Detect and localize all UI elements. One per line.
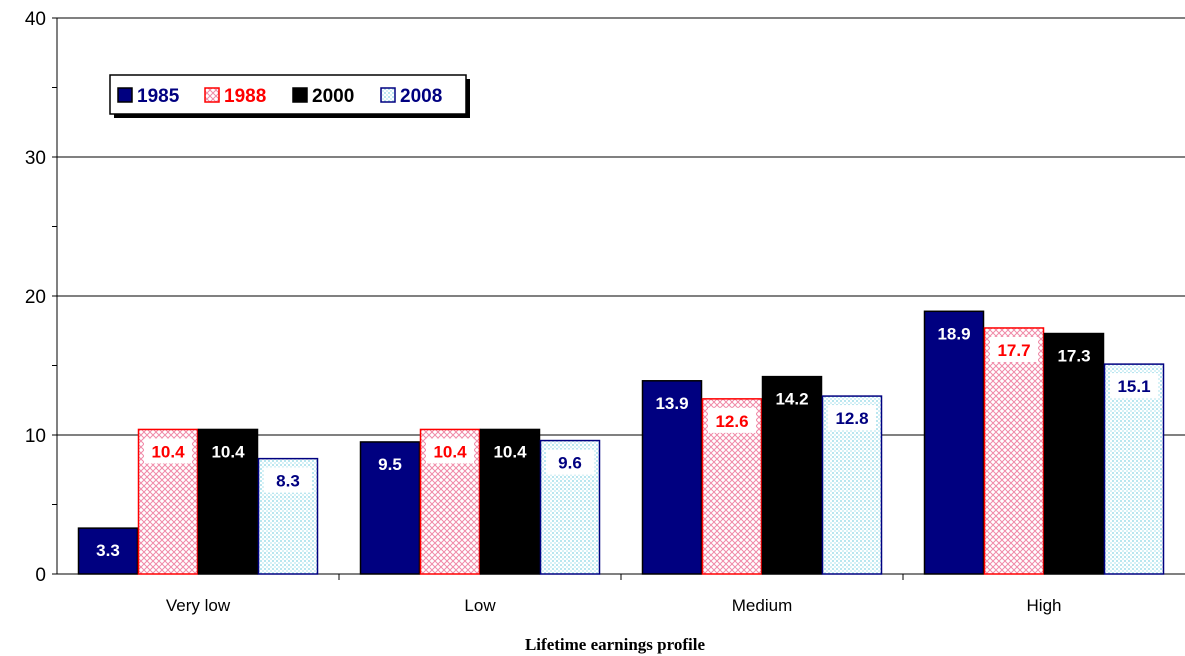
data-label: 8.3 [276, 472, 300, 491]
data-label-bg [144, 438, 192, 464]
y-tick-label: 0 [35, 565, 46, 586]
data-label: 10.4 [433, 442, 467, 461]
bar-2000-very-low [197, 428, 259, 575]
legend-label-1988: 1988 [224, 86, 266, 107]
bar-1985-medium [641, 380, 703, 575]
data-labels: 3.3 10.4 10.4 8.3 9.5 10.4 10.4 9.6 13.9 12.6 14.2… [96, 324, 1158, 560]
bar-1985-high [923, 310, 985, 575]
data-label-bg [1110, 373, 1158, 399]
data-label-bg [708, 407, 756, 433]
data-label: 12.8 [835, 409, 868, 428]
data-label: 17.7 [997, 341, 1030, 360]
legend: 1985 1988 2000 2008 [109, 74, 470, 118]
legend-label-2008: 2008 [400, 86, 442, 107]
x-tick-label: High [1027, 596, 1062, 615]
data-label: 14.2 [775, 390, 808, 409]
data-label-bg [546, 449, 594, 475]
data-label: 10.4 [493, 442, 527, 461]
y-tick-label: 30 [25, 148, 46, 169]
x-axis-title: Lifetime earnings profile [525, 635, 705, 654]
data-label: 9.5 [378, 455, 402, 474]
data-label: 3.3 [96, 541, 120, 560]
y-tick-label: 10 [25, 426, 46, 447]
bar-1985-low [359, 441, 421, 575]
data-label-bg [990, 336, 1038, 362]
x-tick-label: Low [464, 596, 496, 615]
legend-swatch-2008 [380, 87, 396, 103]
bar-1985-very-low [77, 527, 139, 575]
legend-swatch-1985 [117, 87, 133, 103]
bar-2008-high [1103, 363, 1165, 575]
legend-label-1985: 1985 [137, 86, 180, 107]
x-tick-label: Very low [166, 596, 231, 615]
x-tick-label: Medium [732, 596, 792, 615]
bar-1988-high [983, 327, 1045, 575]
y-tick-label: 20 [25, 287, 46, 308]
bar-2000-medium [761, 375, 823, 575]
y-tick-label: 40 [25, 9, 46, 30]
data-label-bg [828, 405, 876, 431]
data-label: 15.1 [1117, 377, 1150, 396]
data-label: 10.4 [151, 442, 185, 461]
bar-2000-high [1043, 332, 1105, 575]
data-label: 12.6 [715, 412, 748, 431]
legend-box [109, 74, 467, 115]
data-label: 13.9 [655, 394, 688, 413]
data-label: 9.6 [558, 454, 582, 473]
legend-swatch-1988 [204, 87, 220, 103]
data-label: 17.3 [1057, 347, 1090, 366]
data-label-bg [426, 438, 474, 464]
data-label: 18.9 [937, 324, 970, 343]
data-label: 10.4 [211, 442, 245, 461]
bar-2000-low [479, 428, 541, 575]
legend-swatch-2000 [292, 87, 308, 103]
legend-label-2000: 2000 [312, 86, 354, 107]
data-label-bg [264, 467, 312, 493]
